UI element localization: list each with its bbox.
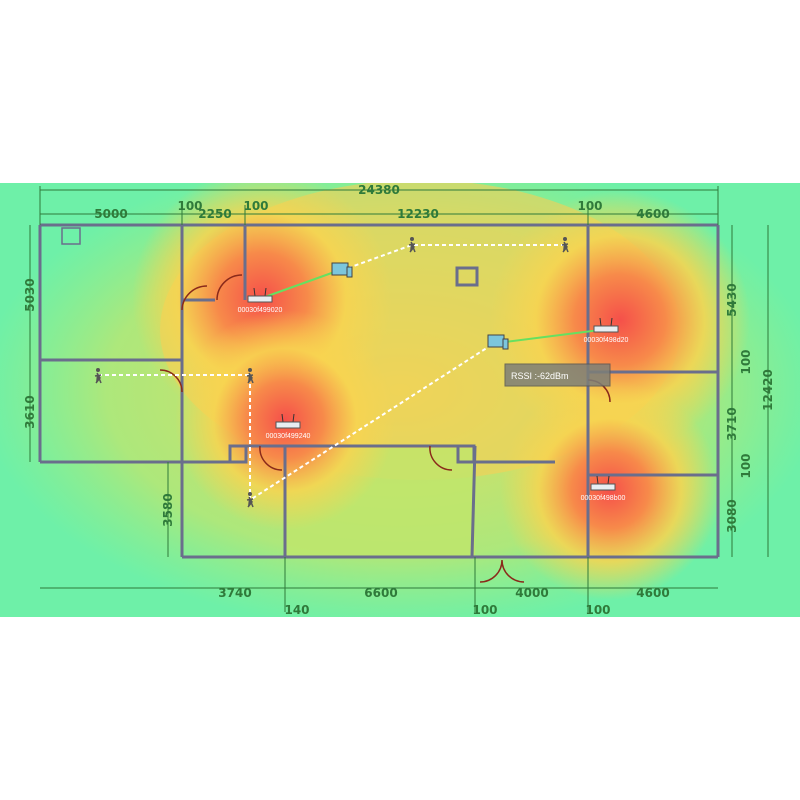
wifi-heatmap-floorplan[interactable]: 24380 5000 100 2250 100 12230 100 4600 5… (0, 183, 800, 617)
dim-top: 100 (177, 199, 202, 213)
dim-bottom: 140 (284, 603, 309, 617)
router-icon (593, 317, 619, 333)
dim-right: 5430 (725, 283, 739, 316)
dimension-lines (29, 186, 769, 612)
dimension-labels: 24380 5000 100 2250 100 12230 100 4600 5… (23, 183, 775, 617)
rssi-value: -62dBm (537, 371, 569, 381)
dim-bottom: 100 (585, 603, 610, 617)
dim-top-total: 24380 (358, 183, 400, 197)
router-icon (247, 287, 273, 303)
dim-left: 3580 (161, 493, 175, 526)
ap-label: 00030f499240 (266, 433, 311, 440)
person-walking-icon (94, 368, 102, 384)
person-walking-icon (246, 492, 254, 508)
dim-top: 12230 (397, 207, 439, 221)
rssi-tooltip: RSSI : -62dBm (504, 363, 611, 387)
dim-bottom: 3740 (218, 586, 251, 600)
dim-right: 100 (739, 349, 753, 374)
person-walking-icon (408, 237, 416, 253)
ap-label: 00030f498b00 (581, 495, 626, 502)
dim-left: 3610 (23, 395, 37, 428)
dim-right: 3710 (725, 407, 739, 440)
access-point[interactable]: 00030f498b00 (581, 475, 626, 502)
person-walking-icon (561, 237, 569, 253)
walk-paths (98, 244, 565, 502)
router-icon (590, 475, 616, 491)
rssi-label: RSSI : (511, 371, 537, 381)
access-point[interactable]: 00030f499240 (266, 413, 311, 440)
dim-bottom: 4000 (515, 586, 548, 600)
dim-bottom: 4600 (636, 586, 669, 600)
dim-right: 3080 (725, 499, 739, 532)
laptop-phone-icon[interactable] (331, 262, 353, 278)
client-links (261, 269, 601, 343)
dim-bottom: 100 (472, 603, 497, 617)
dim-right-total: 12420 (761, 369, 775, 411)
ap-label: 00030f498d20 (584, 337, 629, 344)
laptop-phone-icon[interactable] (487, 334, 509, 350)
access-point[interactable]: 00030f499020 (238, 287, 283, 314)
dim-top: 100 (243, 199, 268, 213)
access-point[interactable]: 00030f498d20 (584, 317, 629, 344)
doors (159, 274, 611, 583)
dim-bottom: 6600 (364, 586, 397, 600)
dim-top: 4600 (636, 207, 669, 221)
heat-zone-ap3 (175, 310, 395, 530)
person-walking-icon (246, 368, 254, 384)
dim-right: 100 (739, 453, 753, 478)
dim-top: 5000 (94, 207, 127, 221)
walls (38, 223, 720, 559)
router-icon (275, 413, 301, 429)
dim-left: 5030 (23, 278, 37, 311)
dim-top: 2250 (198, 207, 231, 221)
dim-top: 100 (577, 199, 602, 213)
ap-label: 00030f499020 (238, 307, 283, 314)
